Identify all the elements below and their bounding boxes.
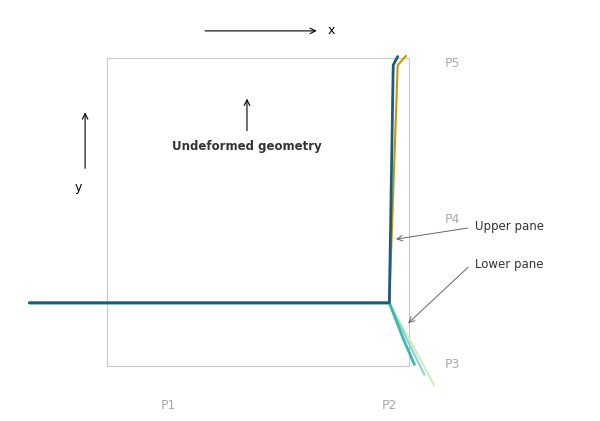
- Text: P2: P2: [382, 399, 397, 412]
- Text: Lower pane: Lower pane: [475, 258, 543, 271]
- Text: P3: P3: [445, 358, 461, 371]
- Text: P1: P1: [161, 399, 176, 412]
- Text: x: x: [328, 24, 335, 37]
- Text: Undeformed geometry: Undeformed geometry: [172, 140, 322, 153]
- Text: P5: P5: [445, 57, 461, 70]
- Text: y: y: [75, 181, 82, 195]
- Text: P4: P4: [445, 213, 461, 226]
- Text: Upper pane: Upper pane: [475, 220, 544, 233]
